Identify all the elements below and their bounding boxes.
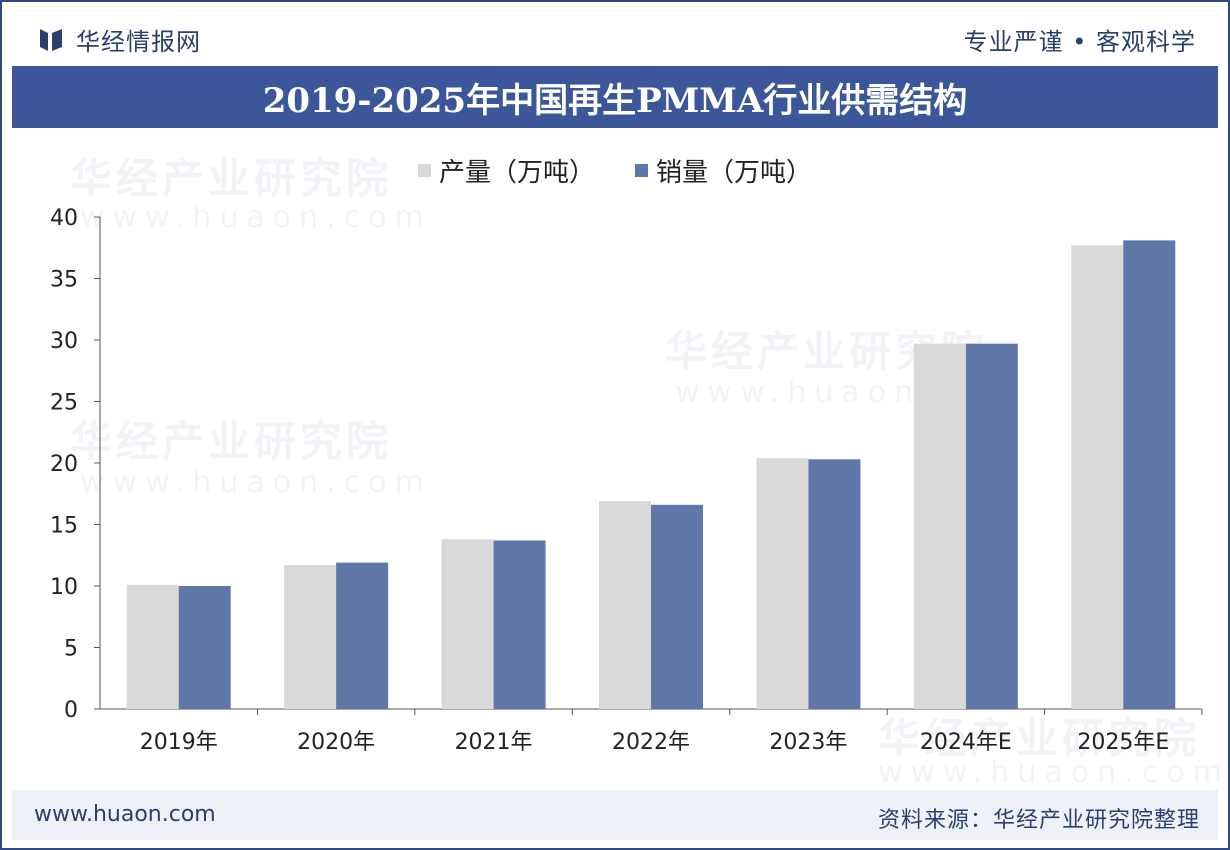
y-tick-label: 5: [64, 637, 78, 662]
brand: 华经情报网: [38, 22, 201, 57]
legend-label-sales: 销量（万吨）: [656, 158, 813, 188]
bar-production: [284, 565, 337, 709]
footer-source: 资料来源：华经产业研究院整理: [877, 808, 1200, 833]
chart-legend: 产量（万吨） 销量（万吨）: [0, 152, 1230, 189]
footer: www.huaon.com 资料来源：华经产业研究院整理: [12, 790, 1218, 840]
bar-production: [441, 539, 494, 709]
y-tick-label: 30: [50, 329, 78, 354]
x-tick-label: 2022年: [612, 730, 690, 755]
bar-chart: 0 5 10 15 20 25 30 35 40 2019年 2020年 2021年 2022年 2023…: [50, 206, 1203, 755]
y-tick-label: 40: [50, 206, 78, 231]
bar-sales: [965, 343, 1018, 709]
x-tick-label: 2024年E: [920, 730, 1012, 755]
legend-label-production: 产量（万吨）: [438, 158, 595, 188]
legend-swatch-sales: [635, 164, 648, 177]
bar-sales: [493, 540, 546, 709]
bar-production: [756, 458, 809, 709]
y-tick-label: 0: [64, 698, 78, 723]
chart-title: 2019-2025年中国再生PMMA行业供需结构: [262, 80, 968, 121]
y-tick-label: 10: [50, 575, 78, 600]
bar-sales: [178, 586, 231, 709]
x-tick-label: 2020年: [297, 730, 375, 755]
bar-sales: [1123, 240, 1176, 709]
bar-production: [599, 501, 651, 709]
y-tick-label: 20: [50, 452, 78, 477]
bar-production: [1071, 245, 1124, 710]
legend-item-sales: 销量（万吨）: [635, 152, 812, 189]
header: 华经情报网 专业严谨 • 客观科学: [12, 8, 1218, 66]
bar-sales: [336, 562, 389, 709]
legend-item-production: 产量（万吨）: [417, 152, 595, 189]
legend-swatch-production: [417, 164, 431, 177]
y-tick-label: 15: [50, 514, 78, 539]
brand-logo-icon: [40, 28, 62, 51]
x-tick-label: 2019年: [140, 730, 218, 755]
footer-site-url: www.huaon.com: [34, 802, 216, 827]
y-tick-label: 25: [50, 391, 78, 416]
y-tick-label: 35: [50, 268, 78, 293]
x-tick-label: 2025年E: [1077, 730, 1169, 755]
bar-production: [913, 343, 966, 709]
bar-sales: [651, 504, 703, 709]
slogan: 专业严谨 • 客观科学: [963, 28, 1196, 56]
bar-sales: [808, 459, 861, 709]
brand-name: 华经情报网: [76, 28, 201, 56]
bar-production: [126, 584, 179, 709]
title-bar: 2019-2025年中国再生PMMA行业供需结构: [12, 66, 1218, 128]
x-tick-label: 2023年: [769, 730, 847, 755]
x-tick-label: 2021年: [455, 730, 533, 755]
